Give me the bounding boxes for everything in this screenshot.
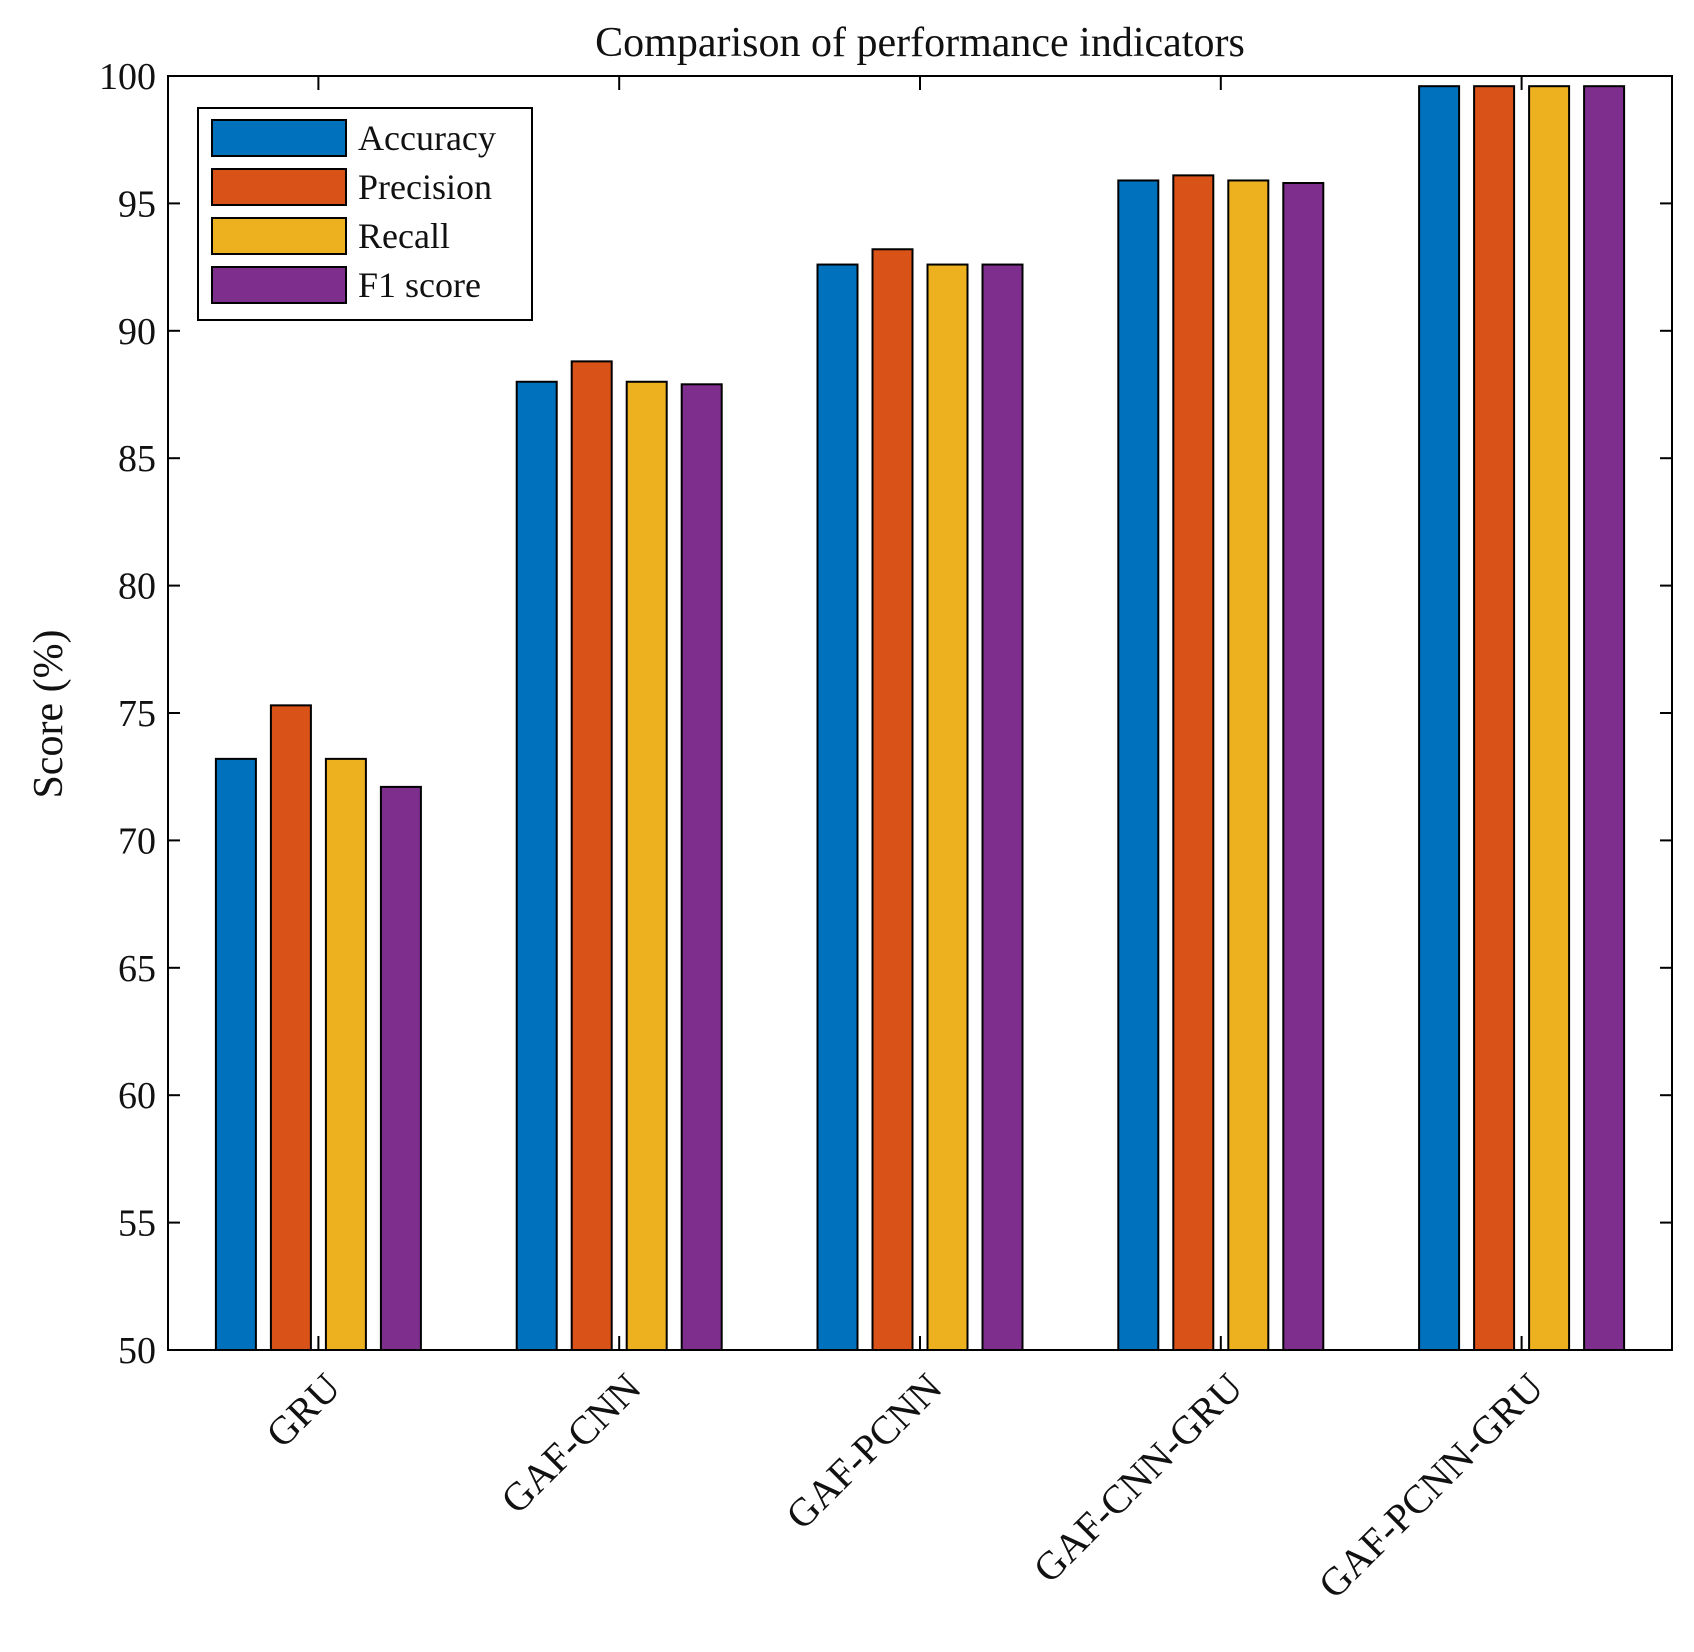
- bar-f1-score-gaf-pcnn-gru: [1583, 85, 1626, 1351]
- legend-swatch-accuracy: [211, 119, 347, 157]
- legend-label-f1-score: F1 score: [358, 265, 481, 305]
- bar-precision-gaf-pcnn-gru: [1473, 85, 1516, 1351]
- bar-accuracy-gaf-pcnn: [816, 263, 859, 1351]
- bar-f1-score-gaf-cnn-gru: [1282, 182, 1325, 1352]
- y-tick-label: 65: [118, 948, 156, 990]
- bar-recall-gru: [324, 757, 367, 1351]
- bar-precision-gaf-cnn-gru: [1172, 174, 1215, 1352]
- legend-swatch-precision: [211, 168, 347, 206]
- x-tick-label: GAF-CNN: [492, 1365, 650, 1523]
- bar-precision-gru: [269, 704, 312, 1351]
- bar-recall-gaf-cnn: [625, 380, 668, 1351]
- y-tick-label: 60: [118, 1075, 156, 1117]
- legend-swatch-f1-score: [211, 266, 347, 304]
- y-tick-label: 85: [118, 438, 156, 480]
- y-tick-label: 90: [118, 311, 156, 353]
- x-tick-label: GRU: [257, 1364, 349, 1456]
- bar-precision-gaf-cnn: [570, 360, 613, 1352]
- bar-f1-score-gaf-pcnn: [981, 263, 1024, 1351]
- bar-f1-score-gaf-cnn: [680, 383, 723, 1352]
- bar-accuracy-gaf-cnn: [515, 380, 558, 1351]
- bar-accuracy-gaf-pcnn-gru: [1418, 85, 1461, 1351]
- y-tick-label: 80: [118, 566, 156, 608]
- y-tick-label: 95: [118, 183, 156, 225]
- bar-group: [214, 85, 1626, 1352]
- legend-label-recall: Recall: [358, 216, 450, 256]
- y-tick-label: 70: [118, 820, 156, 862]
- x-tick-label: GAF-CNN-GRU: [1024, 1364, 1251, 1591]
- bar-f1-score-gru: [379, 785, 422, 1351]
- x-tick-label: GAF-PCNN: [777, 1365, 950, 1538]
- y-axis-ticks: 50 55 60 65 70 75 80 85 90 95 100: [99, 56, 1672, 1372]
- bar-recall-gaf-pcnn: [926, 263, 969, 1351]
- x-tick-label: GAF-PCNN-GRU: [1310, 1364, 1552, 1606]
- bar-precision-gaf-pcnn: [871, 248, 914, 1351]
- legend-swatch-recall: [211, 217, 347, 255]
- bar-recall-gaf-pcnn-gru: [1528, 85, 1571, 1351]
- y-tick-label: 100: [99, 56, 156, 98]
- y-tick-label: 50: [118, 1330, 156, 1372]
- y-axis-label: Score (%): [26, 629, 72, 798]
- legend-label-accuracy: Accuracy: [358, 118, 496, 158]
- legend-label-precision: Precision: [358, 167, 492, 207]
- bar-recall-gaf-cnn-gru: [1227, 179, 1270, 1351]
- chart-title: Comparison of performance indicators: [595, 20, 1245, 66]
- bar-accuracy-gru: [214, 757, 257, 1351]
- bar-accuracy-gaf-cnn-gru: [1117, 179, 1160, 1351]
- legend: Accuracy Precision Recall F1 score: [197, 107, 533, 321]
- y-tick-label: 55: [118, 1203, 156, 1245]
- y-tick-label: 75: [118, 693, 156, 735]
